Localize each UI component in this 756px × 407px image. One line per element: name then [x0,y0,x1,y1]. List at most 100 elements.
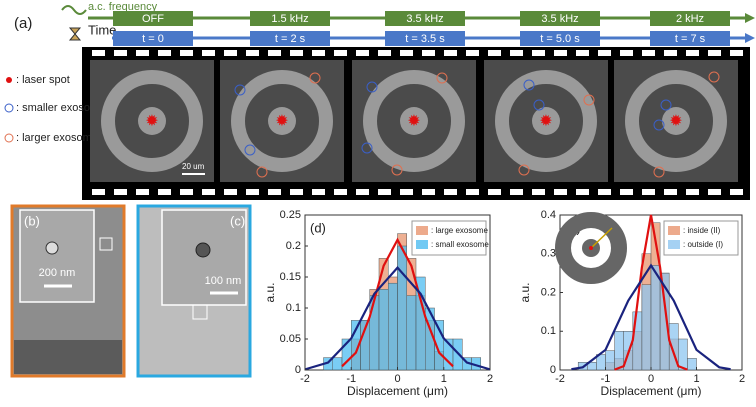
sprocket-hole [290,189,303,195]
sprocket-hole [92,50,105,56]
y-axis-label: a.u. [263,282,277,302]
sprocket-hole [400,50,413,56]
exosome-marker [256,166,268,178]
x-tick-label: -2 [555,373,565,385]
legend-label: : inside (II) [683,226,721,235]
time-box [385,31,465,46]
sprocket-hole [664,50,677,56]
inset [161,209,247,306]
exosome [45,241,59,255]
core [400,107,428,135]
sprocket-hole [554,50,567,56]
y-tick-label: 0.4 [541,209,556,221]
histogram-bar [332,357,343,371]
sprocket-hole [180,50,193,56]
sprocket-hole [312,50,325,56]
histogram-bar [678,338,688,371]
ring [231,70,333,172]
x-tick-label: 0 [648,373,654,385]
x-axis-label: Displacement (μm) [347,384,448,398]
frequency-label: a.c. frequency [88,1,158,13]
time-label: t = 5.0 s [540,33,580,45]
laser-spot: ✹ [145,113,158,130]
ring [101,70,203,172]
exosome-marker [523,79,535,91]
legend-swatch [668,226,680,235]
zoom-box [192,304,208,320]
grid-texture [14,340,122,374]
legend-marker [6,77,12,83]
sprocket-hole [246,189,259,195]
panel-label: (c) [230,213,245,228]
frequency-label: 2 kHz [676,13,704,25]
legend-text: : laser spot [16,74,70,86]
scale-bar-label: 20 um [182,162,205,171]
frequency-box [520,11,600,26]
sprocket-hole [598,189,611,195]
histogram-bar [614,331,624,371]
sprocket-hole [334,189,347,195]
histogram-bar [659,272,670,371]
x-tick-label: 1 [441,373,447,385]
panel-label: (b) [24,213,40,228]
sprocket-hole [532,50,545,56]
laser-spot: ✹ [539,113,552,130]
sprocket-hole [598,50,611,56]
exosome-marker [583,94,595,106]
ring [495,70,597,172]
legend-label: : large exosome [431,226,488,235]
sprocket-hole [92,189,105,195]
core [138,107,166,135]
time-box [250,31,330,46]
sprocket-hole [334,50,347,56]
sprocket-hole [312,189,325,195]
sprocket-hole [510,50,523,56]
sprocket-hole [180,189,193,195]
sprocket-hole [378,189,391,195]
histogram-bar [641,284,652,371]
x-tick-label: -2 [300,373,310,385]
legend-label: : outside (I) [683,240,723,249]
y-tick-label: 0.2 [286,240,301,252]
sprocket-hole [730,50,743,56]
frequency-box [385,11,465,26]
sprocket-hole [620,50,633,56]
core [662,107,690,135]
fit-curve [304,266,491,371]
sprocket-hole [422,189,435,195]
sprocket-hole [444,189,457,195]
exosome-marker [653,119,665,131]
y-tick-label: 0.1 [541,325,556,337]
laser-spot: ✹ [275,113,288,130]
core [532,107,560,135]
legend-text: : smaller exosome [16,102,105,114]
sprocket-hole [136,189,149,195]
sprocket-hole [466,189,479,195]
laser-spot [589,246,593,250]
time-label: t = 7 s [675,33,706,45]
frequency-label: OFF [142,13,164,25]
sprocket-hole [356,50,369,56]
sprocket-hole [466,50,479,56]
time-label: t = 2 s [275,33,306,45]
ring [363,70,465,172]
exosome-marker [653,166,665,178]
histogram-bar [687,358,697,371]
histogram-bar [650,265,661,371]
sprocket-hole [114,189,127,195]
legend-marker [4,133,14,143]
sprocket-hole [730,189,743,195]
arrow-head [745,33,755,43]
exosome-marker [708,71,720,83]
x-tick-label: -1 [346,373,356,385]
legend-marker [4,103,14,113]
arrow-head [745,13,755,23]
y-tick-label: 0.25 [280,209,301,221]
y-tick-label: 0.3 [541,248,556,260]
time-box [113,31,193,46]
sprocket-hole [290,50,303,56]
histogram-bar [605,350,615,371]
y-tick-label: 0.1 [286,302,301,314]
fit-curve [614,214,688,371]
x-tick-label: 2 [487,373,493,385]
